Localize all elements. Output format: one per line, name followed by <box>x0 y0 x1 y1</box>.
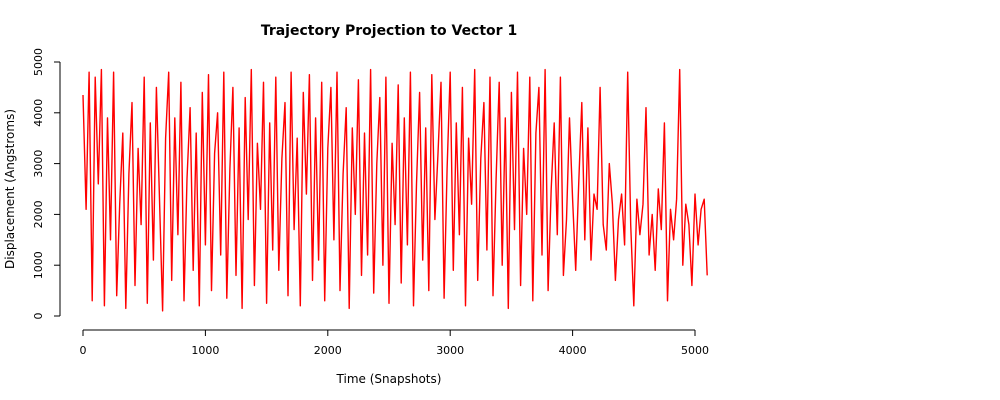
y-axis: 0 1000 2000 3000 4000 5000 <box>32 48 61 320</box>
chart-title: Trajectory Projection to Vector 1 <box>261 23 517 39</box>
x-tick-label: 5000 <box>681 344 709 357</box>
y-tick-label: 1000 <box>32 251 45 279</box>
y-tick-label: 4000 <box>32 99 45 127</box>
x-axis-label: Time (Snapshots) <box>336 372 442 386</box>
y-tick-label: 2000 <box>32 200 45 228</box>
x-tick-label: 4000 <box>559 344 587 357</box>
x-tick-label: 3000 <box>436 344 464 357</box>
series-line <box>82 68 708 312</box>
y-tick-label: 3000 <box>32 150 45 178</box>
y-ticks: 0 1000 2000 3000 4000 5000 <box>32 48 60 320</box>
x-tick-label: 2000 <box>314 344 342 357</box>
y-tick-label: 0 <box>32 313 45 320</box>
y-axis-label: Displacement (Angstroms) <box>3 109 17 269</box>
plot-area <box>82 68 708 312</box>
x-ticks: 0 1000 2000 3000 4000 5000 <box>80 330 709 357</box>
x-tick-label: 1000 <box>191 344 219 357</box>
x-tick-label: 0 <box>80 344 87 357</box>
y-tick-label: 5000 <box>32 48 45 76</box>
x-axis: 0 1000 2000 3000 4000 5000 <box>80 329 709 357</box>
